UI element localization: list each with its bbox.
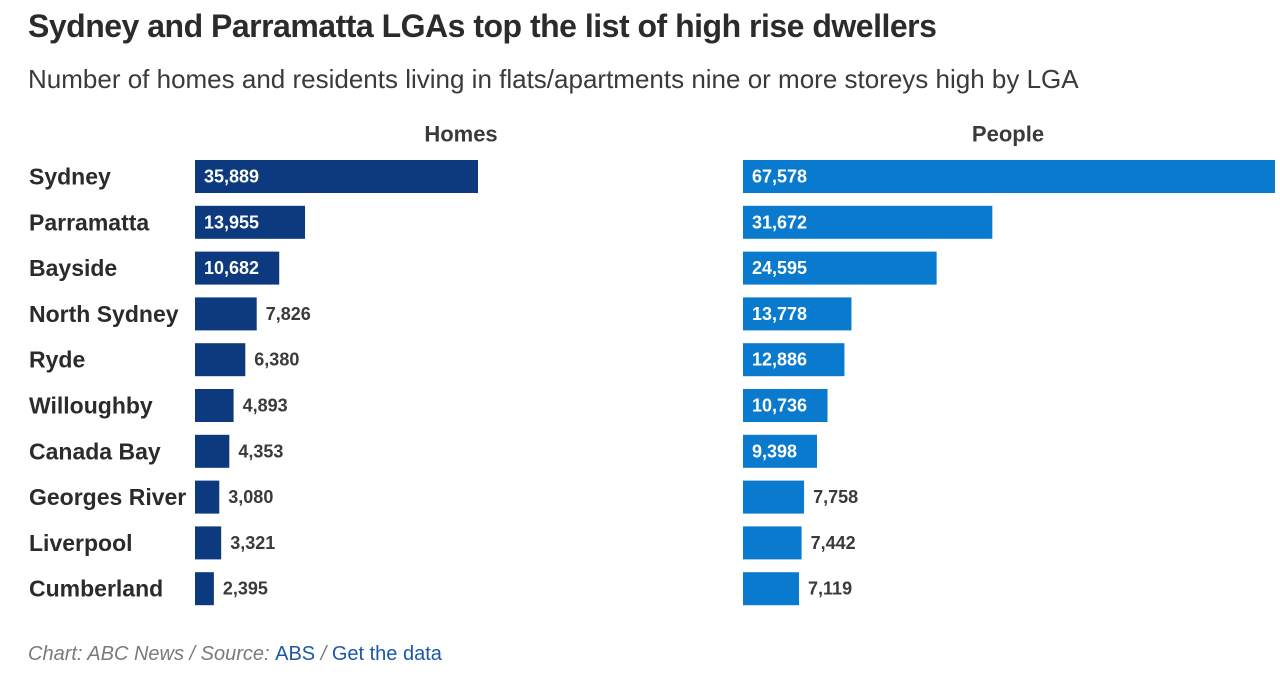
bar [195,480,220,514]
data-label: 4,893 [243,396,288,416]
data-label: 13,955 [204,212,259,232]
data-label: 2,395 [223,579,268,599]
bar [743,343,845,377]
chart-subtitle: Number of homes and residents living in … [28,64,1079,94]
data-label: 35,889 [204,167,259,187]
category-label: Georges River [29,484,186,510]
bar [743,251,937,285]
bar [743,389,828,422]
source-label: Source: [200,643,276,665]
bar [743,572,800,606]
chart-credit: Chart: ABC News [28,643,184,665]
data-label: 12,886 [752,350,807,370]
bar [195,434,230,468]
source-link[interactable]: ABS [275,643,316,665]
panel-title: People [972,122,1044,147]
data-label: 7,442 [811,533,856,553]
panel-title: Homes [424,122,497,147]
footer-separator: / [315,643,332,665]
data-label: 6,380 [254,350,299,370]
category-label: Bayside [29,255,117,281]
category-label: Ryde [29,347,85,373]
data-label: 3,321 [230,533,275,553]
bar [743,205,993,239]
data-label: 24,595 [752,258,807,278]
bar [743,297,852,331]
data-label: 10,682 [204,258,259,278]
bar [195,251,280,285]
data-label: 67,578 [752,167,807,187]
category-label: Canada Bay [29,438,161,464]
category-label: Parramatta [29,209,149,235]
data-label: 4,353 [238,441,283,461]
bar [195,160,478,193]
bar [743,526,802,560]
category-label: North Sydney [29,301,179,327]
bar [743,434,817,468]
bar [195,297,257,331]
category-label: Liverpool [29,530,133,556]
data-label: 13,778 [752,304,807,324]
bar [743,480,805,514]
bar [195,389,234,422]
bar [743,160,1275,193]
footer-separator: / [183,643,201,665]
get-the-data-link[interactable]: Get the data [331,643,442,665]
data-label: 7,758 [813,487,858,507]
data-label: 7,119 [808,579,852,599]
bar [195,205,306,239]
chart-footer: Chart: ABC News / Source: ABS / Get the … [28,643,442,666]
category-label: Cumberland [29,576,163,602]
bar-chart: Sydney Parramatta Bayside North Sydney Ryde W… [29,122,1275,606]
category-label: Sydney [29,164,111,190]
data-label: 7,826 [266,304,311,324]
data-label: 3,080 [228,487,273,507]
data-label: 31,672 [752,212,807,232]
bar [195,343,246,377]
data-label: 10,736 [752,396,807,416]
category-label: Willoughby [29,393,153,419]
data-label: 9,398 [752,441,797,461]
chart-title: Sydney and Parramatta LGAs top the list … [28,8,937,44]
bar [195,572,214,606]
bar [195,526,222,560]
